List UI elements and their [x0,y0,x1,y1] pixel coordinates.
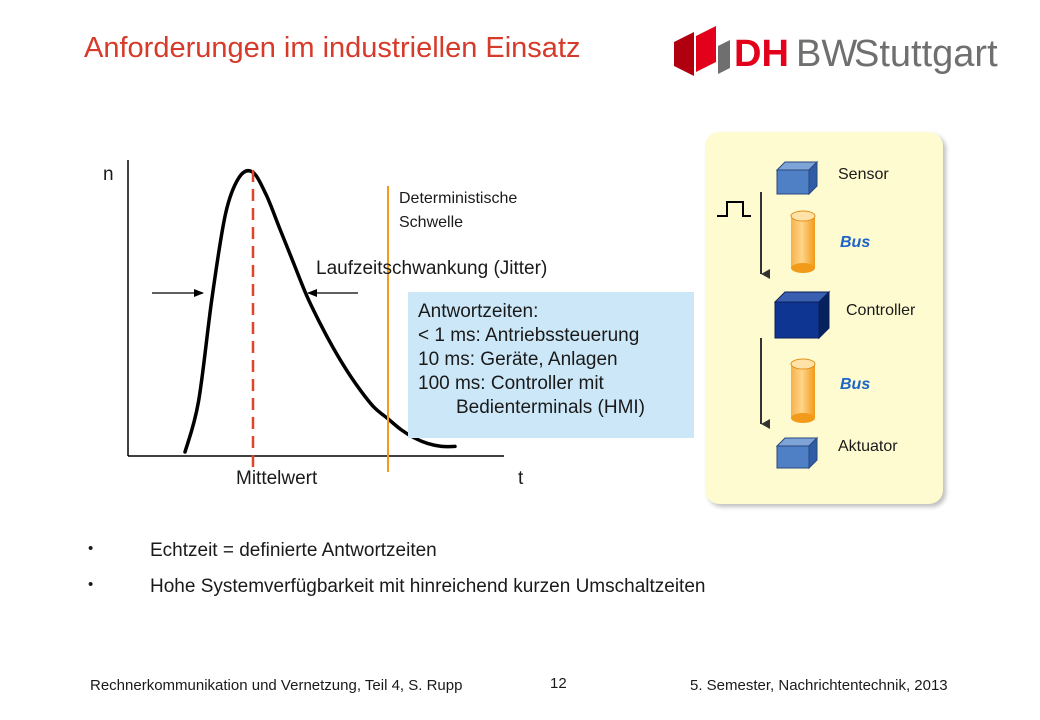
actuator-box-icon [775,436,819,470]
response-line-hmi: Bedienterminals (HMI) [456,397,645,418]
x-axis-label: t [518,468,524,489]
bullet-text: Hohe Systemverfügbarkeit mit hinreichend… [150,576,706,597]
bus-cylinder-icon [790,210,816,273]
bus-label-1: Bus [840,234,871,251]
bullet-item: • Echtzeit = definierte Antwortzeiten [88,540,848,566]
controller-label: Controller [846,302,916,319]
jitter-label: Laufzeitschwankung (Jitter) [316,258,548,279]
sensor-box-icon [775,160,819,196]
logo-mark-icon [674,26,730,76]
response-title: Antwortzeiten: [418,301,539,322]
dhbw-logo: DH BW Stuttgart [672,26,998,82]
bullet-text: Echtzeit = definierte Antwortzeiten [150,540,437,561]
logo-bw: BW [796,33,858,75]
page-number: 12 [550,675,567,692]
bus-label-2: Bus [840,376,871,393]
y-axis-label: n [103,164,114,185]
footer-right: 5. Semester, Nachrichtentechnik, 2013 [690,677,948,694]
response-line-10ms: 10 ms: Geräte, Anlagen [418,349,618,370]
threshold-label-line2: Schwelle [399,214,464,231]
slide-title: Anforderungen im industriellen Einsatz [84,32,581,64]
threshold-label-line1: Deterministische [399,190,518,207]
bus-cylinder-icon [790,358,816,423]
bullet-item: • Hohe Systemverfügbarkeit mit hinreiche… [88,576,888,602]
sensor-label: Sensor [838,166,889,183]
actuator-label: Aktuator [838,438,898,455]
response-times-box: Antwortzeiten: < 1 ms: Antriebssteuerung… [408,292,694,438]
bullet-dot-icon: • [88,540,94,557]
bullet-dot-icon: • [88,576,94,593]
pulse-icon [717,201,751,217]
footer-left: Rechnerkommunikation und Vernetzung, Tei… [90,677,463,694]
logo-dh: DH [734,33,789,75]
response-line-1ms: < 1 ms: Antriebssteuerung [418,325,640,346]
controller-box-icon [773,290,831,340]
response-line-100ms: 100 ms: Controller mit [418,373,604,394]
bus-system-diagram [717,160,831,470]
mean-label: Mittelwert [236,468,318,489]
logo-city: Stuttgart [854,33,998,75]
